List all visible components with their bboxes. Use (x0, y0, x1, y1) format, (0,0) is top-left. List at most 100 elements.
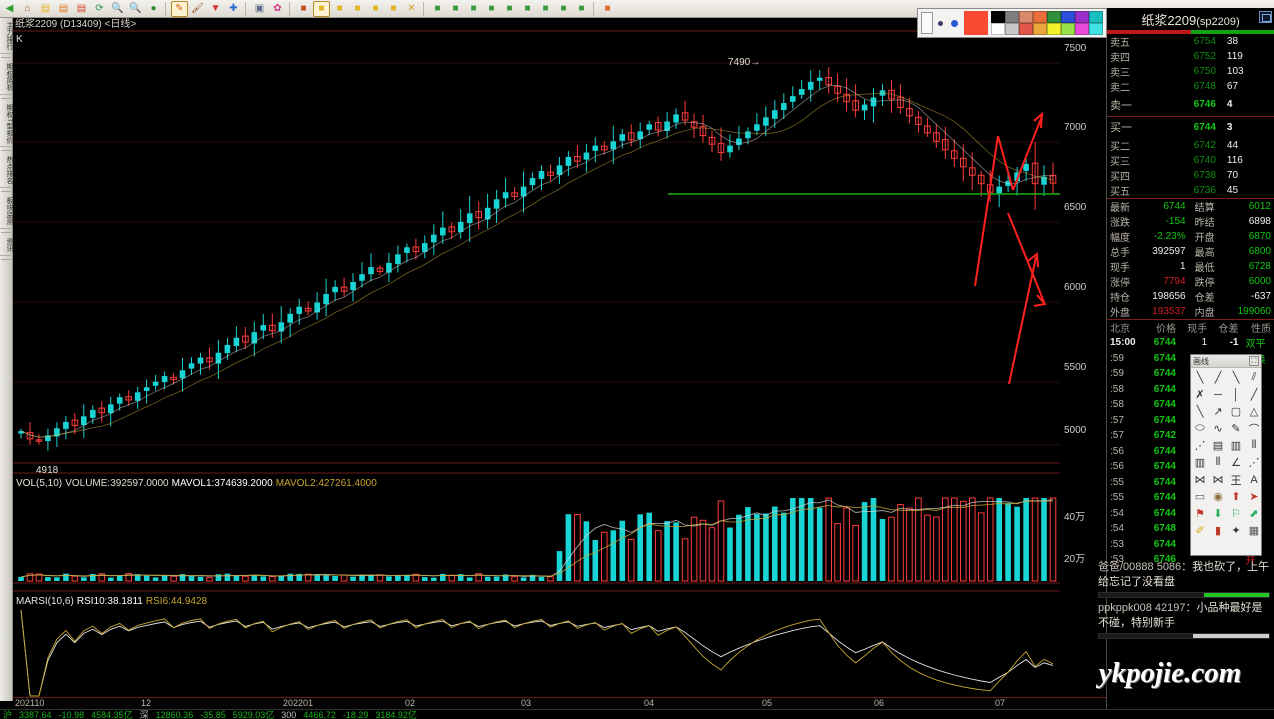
color-swatch-8[interactable] (991, 23, 1005, 35)
order-book-row[interactable]: 买五 6736 45 (1107, 183, 1274, 198)
toolbar-search-plus-icon[interactable]: 🔍 (127, 1, 144, 17)
toolbar-search-ball-icon[interactable]: ● (145, 1, 162, 17)
toolbar-back-icon[interactable]: ◀ (1, 1, 18, 17)
palette-titlebar[interactable]: 画线 ⛶ (1191, 355, 1261, 368)
toolbar-red-block-icon[interactable]: ■ (295, 1, 312, 17)
triangle-tool[interactable]: △ (1249, 406, 1259, 418)
percent-lines-tool[interactable]: ▥ (1194, 457, 1206, 469)
toolbar-note-red-icon[interactable]: ▤ (73, 1, 90, 17)
color-swatch-1[interactable] (1005, 11, 1019, 23)
chart-area[interactable]: 纸浆2209 (D13409) <日线> K 7490→ 4918 VOL(5,… (13, 18, 1060, 701)
toolbar-green-block-6-icon[interactable]: ■ (519, 1, 536, 17)
toolbar-green-block-8-icon[interactable]: ■ (555, 1, 572, 17)
chart-canvas[interactable] (13, 18, 1060, 701)
red-arrow-tool[interactable]: ➤ (1249, 491, 1259, 503)
green-mark-tool[interactable]: ⬈ (1249, 508, 1259, 520)
red-flag-tool[interactable]: ⚑ (1195, 508, 1205, 520)
toolbar-funnel-icon[interactable]: ▼ (207, 1, 224, 17)
toolbar-green-block-9-icon[interactable]: ■ (573, 1, 590, 17)
fib-retrace-tool[interactable]: ▤ (1212, 440, 1224, 452)
color-picker-none-swatch[interactable] (921, 12, 934, 34)
color-swatch-7[interactable] (1089, 11, 1103, 23)
scribble-tool[interactable]: ✎ (1231, 423, 1241, 435)
rectangle-tool[interactable]: ▢ (1230, 406, 1242, 418)
toolbar-note-orange-icon[interactable]: ▤ (55, 1, 72, 17)
color-swatch-10[interactable] (1019, 23, 1033, 35)
cycle-tool[interactable]: ⋈ (1194, 474, 1206, 486)
toolbar-green-block-1-icon[interactable]: ■ (429, 1, 446, 17)
sidebar-item-5[interactable]: 资讯 (0, 236, 13, 257)
color-picker-popup[interactable] (917, 8, 1107, 38)
color-swatch-4[interactable] (1047, 11, 1061, 23)
toolbar-home-icon[interactable]: ⌂ (19, 1, 36, 17)
toolbar-green-block-4-icon[interactable]: ■ (483, 1, 500, 17)
speed-lines-tool[interactable]: ⦀ (1215, 456, 1221, 468)
angle-tool[interactable]: ∠ (1231, 457, 1241, 469)
line-down-tool[interactable]: ╲ (1196, 372, 1204, 384)
fib-fan-tool[interactable]: ▥ (1230, 440, 1242, 452)
toolbar-green-block-5-icon[interactable]: ■ (501, 1, 518, 17)
drawing-tools-palette[interactable]: 画线 ⛶ ╲ ╱ ╲ ⫽ ✗ ─ │ ╱ ╲ ↗ ▢ △ ⬭ ∿ ✎ ⌒ ⋰ ▤ ▥ ⦀ ▥ ⦀ ∠ ⋰ ⋈ ⋈ 王 A ▭ ◉ ⬆ ➤ ⚑ ⬇ ⚐… (1190, 354, 1262, 556)
text-tool[interactable]: A (1250, 473, 1258, 486)
order-book-row[interactable]: 卖三 6750 103 (1107, 64, 1274, 79)
horizontal-line-tool[interactable]: ─ (1214, 388, 1222, 401)
sidebar-item-0[interactable]: 主力排行 (0, 20, 13, 54)
order-book-row[interactable]: 买三 6740 116 (1107, 153, 1274, 168)
toolbar-yellow-block-3-icon[interactable]: ■ (367, 1, 384, 17)
toolbar-green-block-7-icon[interactable]: ■ (537, 1, 554, 17)
line-up-tool[interactable]: ╱ (1214, 372, 1222, 384)
green-flag-tool[interactable]: ⚐ (1231, 508, 1241, 520)
grid-mark-tool[interactable]: ▦ (1248, 525, 1260, 537)
color-swatch-14[interactable] (1075, 23, 1089, 35)
color-swatch-0[interactable] (991, 11, 1005, 23)
color-swatch-2[interactable] (1019, 11, 1033, 23)
pitchfork-tool[interactable]: ⋰ (1248, 457, 1260, 469)
diagonal-tool[interactable]: ╱ (1250, 389, 1258, 401)
order-book-row[interactable]: 卖一 6746 4 (1107, 94, 1274, 116)
color-swatch-13[interactable] (1061, 23, 1075, 35)
toolbar-refresh-icon[interactable]: ⟳ (91, 1, 108, 17)
toolbar-yellow-block-1-icon[interactable]: ■ (331, 1, 348, 17)
order-book-row[interactable]: 买一 6744 3 (1107, 116, 1274, 138)
order-book-row[interactable]: 买四 6738 70 (1107, 168, 1274, 183)
toolbar-paint-icon[interactable]: ✚ (225, 1, 242, 17)
color-picker-thick-dot[interactable] (947, 12, 961, 34)
bar-mark-tool[interactable]: ▮ (1214, 525, 1222, 537)
wave-tool[interactable]: ∿ (1213, 423, 1223, 435)
toolbar-color-icon[interactable]: ✿ (269, 1, 286, 17)
green-arrow-tool[interactable]: ⬇ (1213, 508, 1223, 520)
color-picker-swatches[interactable] (991, 11, 1103, 35)
segment-tool[interactable]: ╲ (1196, 406, 1204, 418)
maximize-icon[interactable] (1259, 11, 1272, 23)
toolbar-green-block-2-icon[interactable]: ■ (447, 1, 464, 17)
toolbar-pencil-icon[interactable]: ✎ (171, 0, 188, 17)
toolbar-green-block-3-icon[interactable]: ■ (465, 1, 482, 17)
color-swatch-9[interactable] (1005, 23, 1019, 35)
color-swatch-5[interactable] (1061, 11, 1075, 23)
order-book-row[interactable]: 卖五 6754 38 (1107, 34, 1274, 49)
color-picker-thin-dot[interactable] (933, 12, 947, 34)
sidebar-item-2[interactable]: 期权T型报价 (0, 102, 13, 148)
ellipse-tool[interactable]: ⬭ (1195, 422, 1205, 434)
color-swatch-11[interactable] (1033, 23, 1047, 35)
gann-grid-tool[interactable]: ⦀ (1251, 439, 1257, 451)
order-book-row[interactable]: 买二 6742 44 (1107, 138, 1274, 153)
toolbar-note-yellow-icon[interactable]: ▤ (37, 1, 54, 17)
color-picker-current[interactable] (964, 11, 988, 35)
toolbar-yellow-x-icon[interactable]: ✕ (403, 1, 420, 17)
sidebar-item-3[interactable]: 热点排名 (0, 154, 13, 189)
arrow-tool[interactable]: ↗ (1213, 406, 1223, 418)
order-book-row[interactable]: 卖二 6748 67 (1107, 79, 1274, 94)
wave-label-tool[interactable]: 王 (1230, 474, 1242, 487)
sidebar-item-1[interactable]: 期权简析 (0, 61, 13, 95)
palette-pin-icon[interactable]: ⛶ (1249, 356, 1259, 366)
gann-fan-tool[interactable]: ⋰ (1194, 440, 1206, 452)
toolbar-yellow-block-4-icon[interactable]: ■ (385, 1, 402, 17)
cross-line-tool[interactable]: ✗ (1195, 389, 1205, 401)
order-book-row[interactable]: 卖四 6752 119 (1107, 49, 1274, 64)
parallel-lines-tool[interactable]: ⫽ (1251, 371, 1257, 383)
stamp-tool[interactable]: ◉ (1213, 491, 1223, 503)
toolbar-orange-block-icon[interactable]: ■ (599, 1, 616, 17)
note-tool[interactable]: ▭ (1194, 491, 1206, 503)
arc-tool[interactable]: ⌒ (1248, 423, 1260, 436)
